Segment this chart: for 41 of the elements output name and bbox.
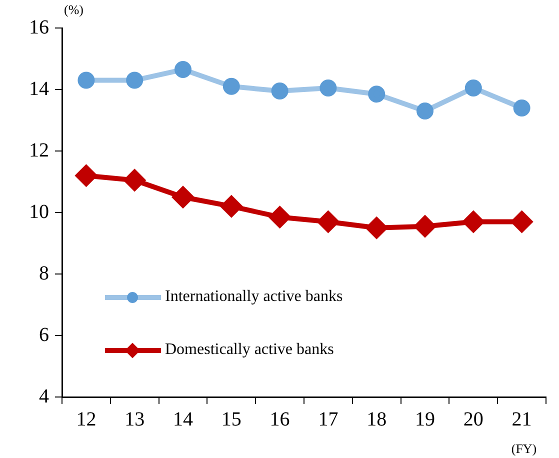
x-tick-label: 20 xyxy=(463,408,484,430)
x-tick-label: 21 xyxy=(512,408,532,430)
point xyxy=(513,99,530,116)
x-tick-label: 12 xyxy=(76,408,96,430)
y-axis-title: (%) xyxy=(64,2,84,17)
y-tick-label: 8 xyxy=(39,262,49,284)
y-tick-label: 6 xyxy=(39,324,49,346)
y-tick-label: 14 xyxy=(29,78,49,100)
x-axis-title: (FY) xyxy=(511,441,537,456)
point xyxy=(172,186,194,208)
point xyxy=(320,79,337,96)
point xyxy=(124,170,146,191)
y-tick-label: 10 xyxy=(29,200,49,223)
y-tick-label: 16 xyxy=(29,16,49,38)
point xyxy=(220,196,242,217)
point xyxy=(271,82,288,100)
x-tick-label: 16 xyxy=(270,408,290,430)
point xyxy=(511,211,532,232)
point xyxy=(368,86,386,103)
x-tick-label: 19 xyxy=(415,408,435,430)
x-tick-label: 18 xyxy=(366,408,387,430)
point xyxy=(76,165,97,186)
point xyxy=(366,217,388,238)
point xyxy=(416,102,434,120)
point xyxy=(462,211,484,232)
point xyxy=(464,79,482,96)
point xyxy=(126,72,144,89)
y-tick-label: 4 xyxy=(39,385,49,408)
x-tick-label: 15 xyxy=(221,408,242,430)
point xyxy=(78,72,95,89)
point xyxy=(318,211,339,232)
point xyxy=(269,206,290,228)
point xyxy=(222,78,240,95)
legend-label: Internationally active banks xyxy=(165,288,343,306)
y-tick-label: 12 xyxy=(29,139,49,162)
x-tick-label: 13 xyxy=(124,408,145,430)
point xyxy=(174,61,192,78)
x-tick-label: 14 xyxy=(173,408,193,430)
point xyxy=(414,216,436,237)
legend-label: Domestically active banks xyxy=(165,341,334,359)
x-tick-label: 17 xyxy=(318,408,338,430)
